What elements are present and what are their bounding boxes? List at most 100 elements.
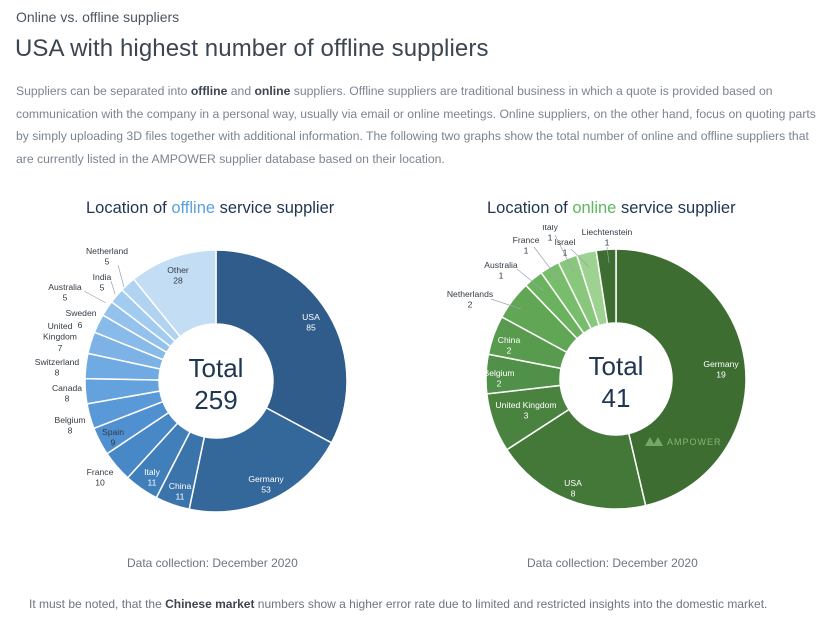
offline-slices — [84, 249, 348, 513]
offline-value-netherland: 5 — [105, 257, 110, 267]
disclaimer-text-2: numbers show a higher error rate due to … — [254, 597, 768, 611]
online-leader-italy — [554, 234, 575, 274]
online-value-liechtenstein: 1 — [605, 238, 610, 248]
online-value-australia: 1 — [499, 271, 504, 281]
intro-bold-offline: offline — [190, 84, 228, 98]
offline-label-other: Other — [167, 265, 189, 275]
online-chart-title: Location of online service supplier — [487, 199, 736, 218]
online-slice-usa — [505, 408, 647, 510]
offline-label-spain: Spain — [102, 427, 124, 437]
offline-title-post: service supplier — [215, 199, 335, 217]
offline-label-australia: Australia — [48, 282, 82, 292]
offline-value-switzerland: 8 — [55, 368, 60, 378]
disclaimer-bold: Chinese market — [165, 597, 255, 611]
offline-center-label: Total — [189, 353, 244, 383]
offline-leader-netherland — [117, 264, 125, 288]
online-center-hole — [561, 324, 671, 434]
online-leader-netherlands — [490, 298, 522, 310]
offline-value-usa: 85 — [306, 323, 316, 333]
offline-donut-chart: USA85Germany53China11Italy11France10Spai… — [35, 246, 348, 513]
ampower-watermark-text: AMPOWER — [667, 437, 722, 447]
offline-value-spain: 9 — [111, 438, 116, 448]
offline-value-united-kingdom: 7 — [58, 343, 63, 353]
offline-slice-other — [132, 249, 217, 338]
offline-value-france: 10 — [95, 478, 105, 488]
offline-value-other: 28 — [173, 276, 183, 286]
online-leader-australia — [516, 268, 545, 292]
online-label-australia: Australia — [484, 260, 518, 270]
online-label-italy: Italy — [542, 225, 558, 232]
online-value-united-kingdom: 3 — [524, 411, 529, 421]
online-label-china: China — [498, 335, 521, 345]
offline-leader-australia — [83, 290, 107, 304]
intro-text-1: Suppliers can be separated into — [16, 84, 191, 98]
offline-value-belgium: 8 — [68, 426, 73, 436]
offline-label-belgium: Belgium — [54, 415, 85, 425]
offline-center-hole — [160, 325, 272, 437]
section-kicker: Online vs. offline suppliers — [16, 9, 180, 25]
online-value-usa: 8 — [571, 489, 576, 499]
intro-paragraph: Suppliers can be separated into offline … — [16, 80, 816, 170]
offline-title-pre: Location of — [86, 199, 172, 217]
offline-slice-germany — [188, 406, 333, 513]
intro-bold-online: online — [254, 84, 291, 98]
online-title-pre: Location of — [487, 199, 573, 217]
online-leader-liechtenstein — [606, 246, 610, 264]
offline-value-germany: 53 — [261, 485, 271, 495]
offline-data-collection-note: Data collection: December 2020 — [127, 556, 298, 570]
offline-label-italy: Italy — [144, 467, 160, 477]
online-value-israel: 1 — [563, 248, 568, 258]
page-title: USA with highest number of offline suppl… — [15, 35, 489, 62]
online-label-netherlands: Netherlands — [447, 289, 493, 299]
offline-value-canada: 8 — [65, 394, 70, 404]
offline-label-france: France — [87, 467, 114, 477]
china-disclaimer: It must be noted, that the Chinese marke… — [29, 597, 767, 611]
online-label-france: France — [513, 235, 540, 245]
online-value-netherlands: 2 — [468, 300, 473, 310]
offline-label-canada: Canada — [52, 383, 82, 393]
online-slice-liechtenstein — [595, 248, 617, 325]
online-value-china: 2 — [507, 346, 512, 356]
online-value-italy: 1 — [548, 233, 553, 243]
intro-text-3: suppliers. Offline suppliers are traditi… — [16, 84, 816, 166]
offline-label-united-kingdom-line2: Kingdom — [43, 332, 77, 342]
offline-label-united-kingdom: United — [48, 321, 73, 331]
offline-value-italy: 11 — [148, 478, 157, 488]
offline-center-total: 259 — [194, 385, 237, 415]
offline-value-india: 5 — [100, 283, 105, 293]
offline-label-india: India — [93, 272, 112, 282]
online-leader-israel — [570, 248, 590, 268]
online-label-usa: USA — [564, 478, 582, 488]
offline-slice-usa — [215, 249, 348, 444]
online-center-label: Total — [589, 351, 644, 381]
online-title-highlight: online — [572, 199, 617, 217]
offline-chart-title: Location of offline service supplier — [86, 199, 334, 218]
online-value-france: 1 — [524, 246, 529, 256]
offline-label-sweden: Sweden — [65, 308, 96, 318]
offline-label-netherland: Netherland — [86, 246, 128, 256]
offline-label-china: China — [169, 481, 192, 491]
online-label-belgium: Belgium — [483, 368, 514, 378]
online-label-germany: Germany — [703, 359, 739, 369]
offline-value-sweden: 6 — [78, 320, 83, 330]
online-value-germany: 19 — [716, 370, 726, 380]
offline-leader-india — [110, 280, 116, 295]
offline-value-china: 11 — [176, 492, 185, 502]
offline-labels: USA85Germany53China11Italy11France10Spai… — [35, 246, 320, 502]
offline-value-australia: 5 — [63, 293, 68, 303]
ampower-logo-icon — [645, 437, 663, 446]
online-data-collection-note: Data collection: December 2020 — [527, 556, 698, 570]
online-label-united-kingdom: United Kingdom — [495, 400, 556, 410]
disclaimer-text-1: It must be noted, that the — [29, 597, 166, 611]
offline-label-germany: Germany — [248, 474, 284, 484]
offline-title-highlight: offline — [171, 199, 216, 217]
offline-label-usa: USA — [302, 312, 320, 322]
online-label-liechtenstein: Liechtenstein — [582, 227, 633, 237]
online-label-israel: Israel — [554, 237, 575, 247]
online-center-total: 41 — [602, 383, 631, 413]
offline-label-switzerland: Switzerland — [35, 357, 80, 367]
online-leader-france — [533, 246, 560, 281]
online-title-post: service supplier — [616, 199, 736, 217]
